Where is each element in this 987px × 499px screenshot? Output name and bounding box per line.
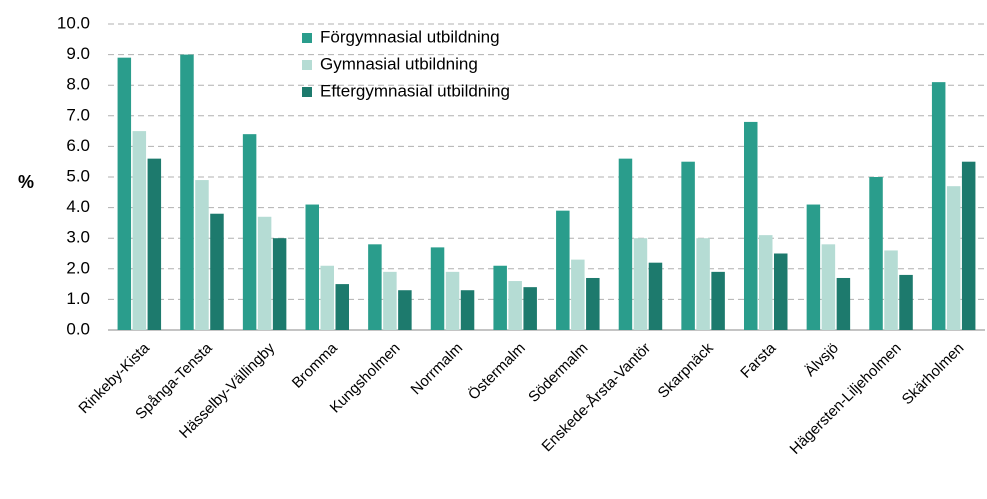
y-tick-label: 2.0 [66, 258, 90, 277]
bar [571, 259, 585, 330]
x-tick-label: Hägersten-Liljeholmen [787, 340, 905, 458]
bar [759, 235, 773, 330]
bar [618, 158, 633, 330]
bar [774, 253, 788, 330]
bar [836, 277, 851, 330]
x-tick-label: Älvsjö [802, 340, 842, 380]
bar [681, 161, 695, 330]
y-tick-label: 7.0 [66, 105, 90, 124]
y-tick-label: 10.0 [57, 13, 90, 32]
x-tick-label: Skärholmen [899, 340, 968, 409]
bar [884, 250, 898, 330]
x-tick-label: Östermalm [464, 339, 529, 404]
bar [556, 210, 570, 330]
bar [899, 274, 913, 330]
y-tick-label: 4.0 [66, 197, 90, 216]
bar [210, 213, 224, 330]
bar [147, 158, 162, 330]
bar [744, 121, 758, 330]
legend-label: Eftergymnasial utbildning [320, 81, 510, 100]
y-axis-label: % [18, 172, 34, 192]
bar [132, 131, 147, 330]
y-tick-label: 6.0 [66, 136, 90, 155]
bar [117, 57, 132, 330]
y-tick-label: 5.0 [66, 166, 90, 185]
bar [869, 177, 883, 330]
bar [195, 180, 209, 330]
x-tick-label: Farsta [737, 339, 780, 382]
bar [257, 216, 272, 330]
legend-swatch [302, 60, 312, 70]
bar [445, 271, 460, 330]
x-tick-label: Södermalm [525, 340, 591, 406]
bar [398, 290, 412, 330]
bar [508, 281, 522, 330]
bar [523, 287, 537, 330]
bar [305, 204, 319, 330]
x-tick-label: Enskede-Årsta-Vantör [539, 340, 655, 456]
bar [806, 204, 821, 330]
y-tick-label: 9.0 [66, 44, 90, 63]
bar [586, 277, 600, 330]
bar [430, 247, 445, 330]
x-tick-label: Skarpnäck [655, 339, 717, 401]
y-tick-label: 1.0 [66, 289, 90, 308]
bar [696, 238, 710, 330]
bar [180, 54, 194, 330]
bar [821, 244, 836, 330]
bar [320, 265, 334, 330]
legend-label: Förgymnasial utbildning [320, 27, 500, 46]
bar [460, 290, 475, 330]
legend-swatch [302, 87, 312, 97]
bar [368, 244, 382, 330]
bar [648, 262, 663, 330]
y-tick-label: 3.0 [66, 228, 90, 247]
y-tick-label: 0.0 [66, 319, 90, 338]
bar [946, 186, 961, 330]
legend-swatch [302, 33, 312, 43]
bar [383, 271, 397, 330]
bar [961, 161, 976, 330]
bar [931, 82, 946, 330]
y-tick-label: 8.0 [66, 75, 90, 94]
bar [335, 284, 349, 330]
legend-label: Gymnasial utbildning [320, 54, 478, 73]
bar [633, 238, 648, 330]
bar [242, 134, 257, 330]
x-tick-label: Norrmalm [408, 340, 467, 399]
x-tick-label: Bromma [289, 339, 342, 392]
bar [711, 271, 725, 330]
bar [493, 265, 507, 330]
bar [272, 238, 287, 330]
